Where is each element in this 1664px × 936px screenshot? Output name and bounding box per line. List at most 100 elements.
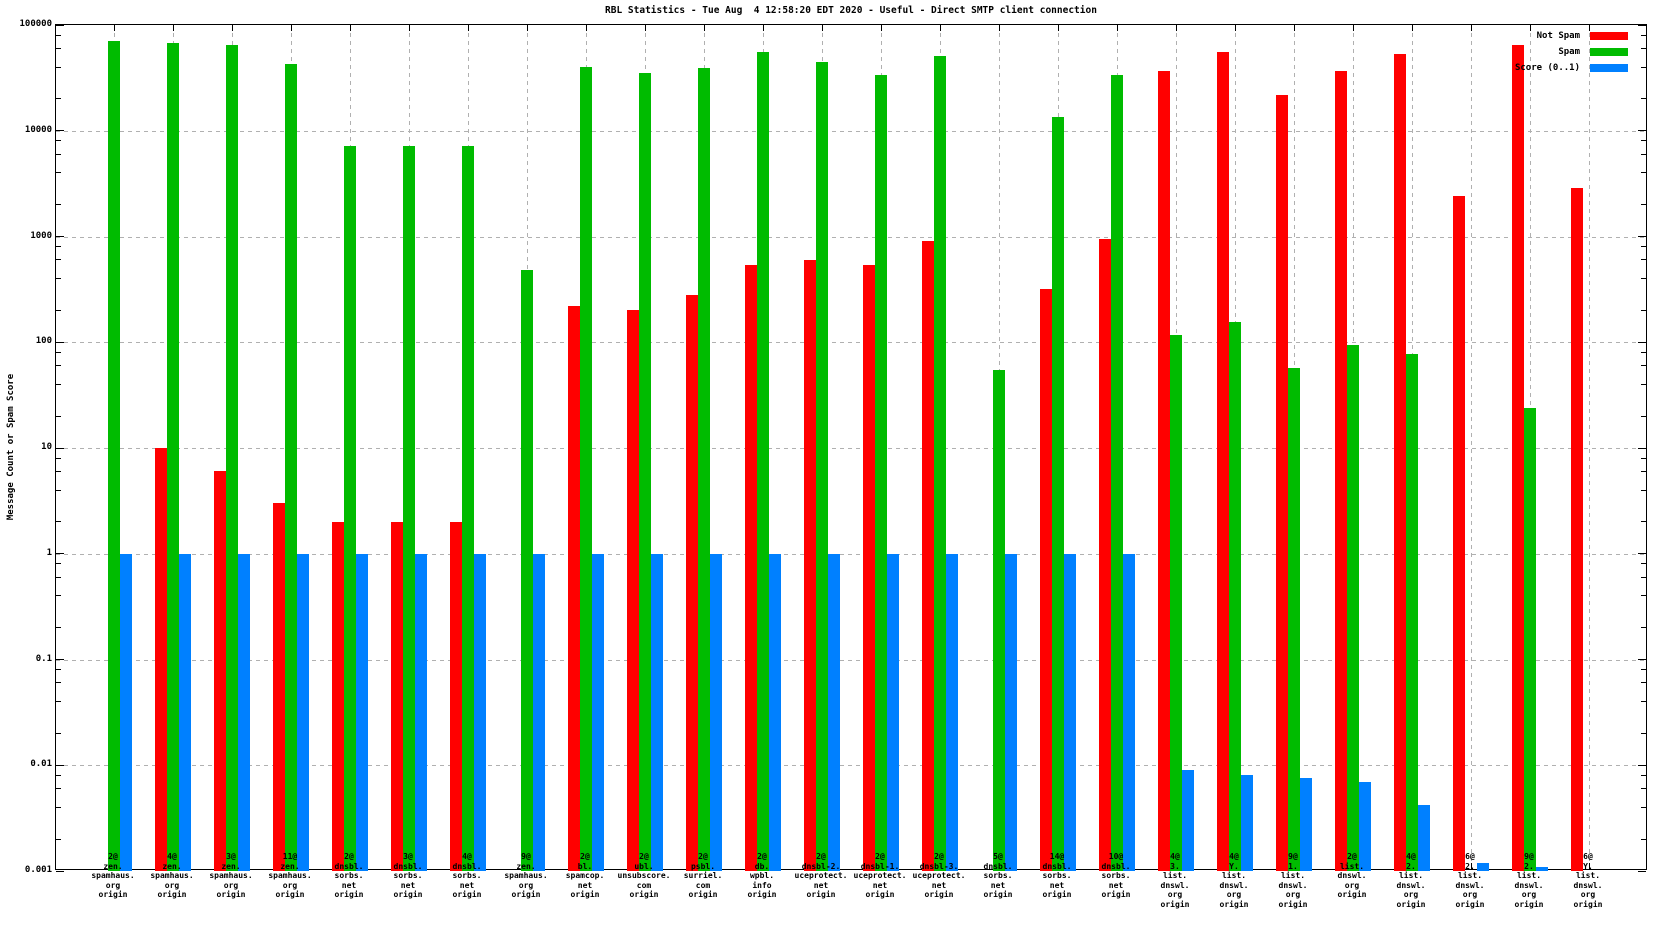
y-axis-minor-tick [56, 47, 61, 49]
y-tick-label: 1 [46, 547, 52, 558]
y-axis-minor-tick [1641, 457, 1646, 459]
x-category-label: 2@ psbl. surriel. com origin [683, 852, 723, 899]
bar-spam [1524, 407, 1536, 871]
bar-score [1477, 862, 1489, 871]
y-axis-minor-tick [56, 172, 61, 174]
bar-spam [698, 68, 710, 871]
bar-not-spam [214, 471, 226, 871]
legend-label-spam: Spam [1558, 47, 1580, 57]
x-category-label: 2@ dnsbl. sorbs. net origin [334, 852, 364, 899]
bar-not-spam [1040, 288, 1052, 871]
x-category-label: 9@ 1. list. dnswl. org origin [1278, 852, 1308, 909]
x-axis-tick-top [1235, 25, 1236, 31]
y-tick-label: 100 [35, 336, 52, 347]
y-axis-minor-tick [1641, 838, 1646, 840]
y-axis-minor-tick [1641, 259, 1646, 261]
y-axis-minor-tick [1641, 732, 1646, 734]
y-axis-minor-tick [1641, 470, 1646, 472]
legend: Not Spam Spam Score (0..1) [1515, 28, 1628, 76]
y-axis-tick [56, 553, 64, 555]
gridline-horizontal [56, 448, 1646, 449]
bar-not-spam [1217, 52, 1229, 871]
x-category-label: 5@ dnsbl. sorbs. net origin [983, 852, 1013, 899]
y-axis-minor-tick [1641, 521, 1646, 523]
y-axis-tick [1638, 764, 1646, 766]
bar-score [1241, 775, 1253, 871]
x-axis-tick-top [586, 25, 587, 31]
y-axis-tick [56, 659, 64, 660]
bar-not-spam [1571, 187, 1583, 871]
y-axis-minor-tick [56, 682, 61, 684]
bar-score [1359, 781, 1371, 871]
x-category-label: 4@ Y. list. dnswl. org origin [1219, 852, 1249, 909]
y-axis-tick [56, 24, 64, 26]
x-category-label: 6@ 2. list. dnswl. org origin [1455, 852, 1485, 909]
legend-swatch-spam [1590, 48, 1628, 56]
bar-not-spam [686, 294, 698, 871]
y-axis-minor-tick [56, 563, 61, 565]
bar-score [1123, 553, 1135, 871]
y-axis-minor-tick [56, 351, 61, 353]
y-axis-minor-tick [1641, 351, 1646, 353]
gridline-horizontal [56, 130, 1646, 132]
y-axis-minor-tick [1641, 383, 1646, 385]
bar-spam [875, 74, 887, 871]
legend-item-not-spam: Not Spam [1515, 28, 1628, 44]
bar-score [769, 553, 781, 871]
bar-spam [757, 51, 769, 871]
bar-not-spam [1453, 196, 1465, 871]
bar-spam [1111, 74, 1123, 871]
y-axis-minor-tick [56, 204, 61, 206]
bar-score [1300, 778, 1312, 871]
y-axis-minor-tick [56, 470, 61, 472]
x-axis-tick-top [173, 25, 174, 31]
bar-not-spam [1276, 94, 1288, 871]
bar-spam [1406, 353, 1418, 871]
chart-title: RBL Statistics - Tue Aug 4 12:58:20 EDT … [605, 5, 1097, 16]
x-category-label: 9@ zen. spamhaus. org origin [504, 852, 548, 899]
y-tick-label: 100000 [19, 19, 52, 29]
y-axis-tick [1638, 341, 1646, 343]
bar-score [710, 553, 722, 871]
y-axis-tick [1638, 236, 1646, 237]
y-axis-minor-tick [56, 595, 61, 597]
y-axis-tick [1638, 447, 1646, 449]
x-axis-tick-bottom [1589, 863, 1590, 869]
bar-spam [167, 42, 179, 871]
bar-score [356, 553, 368, 871]
bar-spam [462, 145, 474, 871]
bar-score [238, 553, 250, 871]
y-axis-tick [56, 870, 64, 872]
bar-not-spam [273, 503, 285, 871]
bar-not-spam [1099, 238, 1111, 871]
gridline-horizontal [56, 342, 1646, 344]
bar-not-spam [391, 521, 403, 871]
bar-spam [1347, 344, 1359, 871]
legend-label-score: Score (0..1) [1514, 63, 1580, 73]
bar-score [474, 553, 486, 871]
bar-score [1418, 805, 1430, 871]
bar-score [533, 553, 545, 871]
y-axis-minor-tick [56, 669, 61, 671]
x-category-label: 4@ 2. list. dnswl. org origin [1396, 852, 1426, 909]
y-axis-minor-tick [56, 457, 61, 459]
x-axis-tick-top [940, 25, 941, 31]
y-tick-label: 0.001 [24, 865, 52, 875]
x-axis-tick-top [1176, 25, 1177, 31]
y-axis-minor-tick [56, 806, 61, 808]
bar-spam [1288, 368, 1300, 871]
y-axis-minor-tick [56, 838, 61, 840]
y-axis-minor-tick [1641, 576, 1646, 578]
y-axis-minor-tick [1641, 563, 1646, 565]
y-axis-minor-tick [56, 365, 61, 367]
bar-spam [580, 67, 592, 871]
bar-score [120, 553, 132, 871]
y-axis-tick [56, 236, 64, 237]
x-axis-tick-top [114, 25, 115, 31]
y-axis-minor-tick [56, 246, 61, 248]
x-axis-tick-top [1412, 25, 1413, 31]
bar-not-spam [332, 521, 344, 871]
bar-spam [285, 63, 297, 871]
y-axis-minor-tick [1641, 365, 1646, 367]
bar-spam [521, 270, 533, 871]
